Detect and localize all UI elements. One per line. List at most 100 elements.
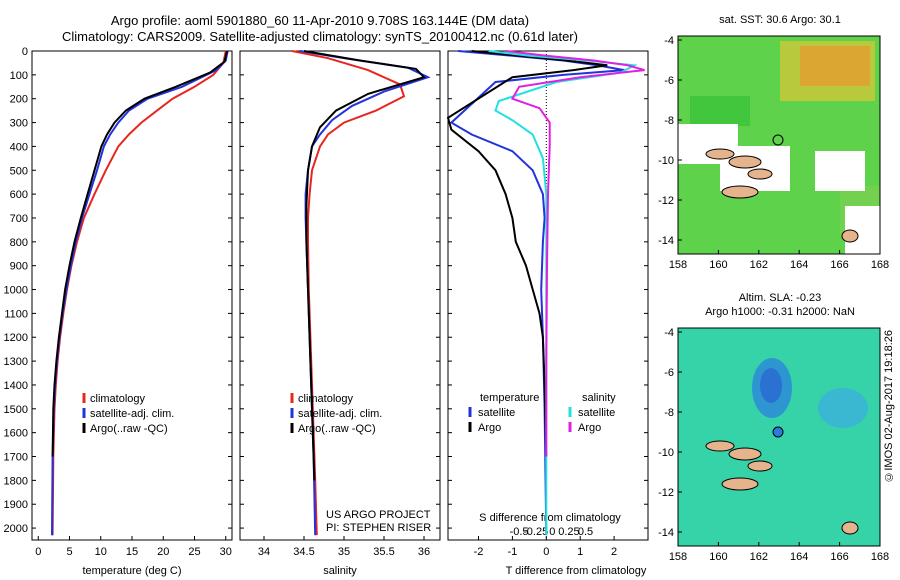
- map-x-tick-label: 162: [750, 259, 768, 271]
- top-axis-label: S difference from climatology: [479, 512, 621, 524]
- map-x-tick-label: 164: [790, 551, 808, 563]
- sst-patch: [690, 96, 750, 126]
- map-y-tick-label: -4: [664, 327, 674, 339]
- x-tick-label: 34: [258, 546, 270, 558]
- x-tick-label: 1: [577, 546, 583, 558]
- sst-map-title: sat. SST: 30.6 Argo: 30.1: [719, 14, 841, 26]
- masked-area: [815, 151, 865, 191]
- sla-map-frame: [677, 327, 881, 547]
- x-axis-label: T difference from climatology: [506, 565, 647, 577]
- depth-tick-label: 1400: [4, 380, 28, 392]
- x-tick-label: 0: [543, 546, 549, 558]
- series-line: [505, 50, 645, 457]
- island: [747, 168, 773, 180]
- plot-title: Argo profile: aoml 5901880_60 11-Apr-201…: [110, 13, 530, 28]
- argo-location-marker: [772, 426, 784, 438]
- credit-stamp: ©IMOS 02-Aug-2017 19:18:26: [883, 330, 895, 483]
- depth-tick-label: 300: [10, 118, 28, 130]
- map-y-tick-label: -12: [658, 195, 674, 207]
- depth-tick-label: 1000: [4, 285, 28, 297]
- island: [728, 155, 762, 169]
- depth-tick-label: 1900: [4, 499, 28, 511]
- x-tick-label: 5: [66, 546, 72, 558]
- depth-tick-label: 1600: [4, 428, 28, 440]
- depth-tick-label: 1200: [4, 332, 28, 344]
- map-x-tick-label: 164: [790, 259, 808, 271]
- x-tick-label: 35: [338, 546, 350, 558]
- series-line: [51, 50, 228, 457]
- map-y-tick-label: -10: [658, 447, 674, 459]
- x-tick-label: 36: [418, 546, 430, 558]
- map-y-tick-label: -10: [658, 155, 674, 167]
- map-x-tick-label: 158: [669, 551, 687, 563]
- map-y-tick-label: -14: [658, 235, 674, 247]
- map-y-tick-label: -6: [664, 367, 674, 379]
- top-tick-label: 0: [549, 526, 555, 538]
- x-tick-label: 25: [188, 546, 200, 558]
- island: [841, 521, 859, 535]
- series-line: [446, 50, 608, 457]
- depth-tick-label: 100: [10, 70, 28, 82]
- x-tick-label: 35.5: [373, 546, 394, 558]
- argo-location-marker: [772, 134, 784, 146]
- legend-label: climatology: [298, 393, 354, 405]
- island: [721, 185, 759, 199]
- map-y-tick-label: -4: [664, 35, 674, 47]
- depth-tick-label: 2000: [4, 523, 28, 535]
- panel-frame-differences: [447, 50, 649, 541]
- map-x-tick-label: 160: [709, 551, 727, 563]
- depth-tick-label: 600: [10, 189, 28, 201]
- x-tick-label: 15: [126, 546, 138, 558]
- x-tick-label: 30: [220, 546, 232, 558]
- legend-label: satellite: [478, 407, 515, 419]
- map-x-tick-label: 162: [750, 551, 768, 563]
- depth-tick-label: 200: [10, 94, 28, 106]
- map-y-tick-label: -12: [658, 487, 674, 499]
- island: [705, 148, 735, 160]
- map-y-tick-label: -8: [664, 407, 674, 419]
- legend-label: Argo: [478, 422, 501, 434]
- top-tick-label: 0.25: [558, 526, 579, 538]
- legend-label: satellite: [578, 407, 615, 419]
- legend-label: Argo(..raw -QC): [90, 423, 168, 435]
- legend-title: temperature: [480, 392, 539, 404]
- map-x-tick-label: 168: [871, 259, 889, 271]
- legend-title: salinity: [582, 392, 616, 404]
- depth-tick-label: 800: [10, 237, 28, 249]
- depth-tick-label: 700: [10, 213, 28, 225]
- island: [721, 477, 759, 491]
- map-y-tick-label: -14: [658, 527, 674, 539]
- panel-frame-salinity: [239, 50, 441, 541]
- legend-label: satellite-adj. clim.: [298, 408, 382, 420]
- sla-anomaly: [760, 368, 782, 403]
- map-y-tick-label: -6: [664, 75, 674, 87]
- depth-tick-label: 500: [10, 165, 28, 177]
- top-tick-label: 0.5: [578, 526, 593, 538]
- annotation: PI: STEPHEN RISER: [326, 522, 431, 534]
- panel-frame-temperature: [31, 50, 233, 541]
- legend-label: Argo: [578, 422, 601, 434]
- island: [728, 447, 762, 461]
- map-x-tick-label: 160: [709, 259, 727, 271]
- depth-tick-label: 1800: [4, 475, 28, 487]
- map-x-tick-label: 158: [669, 259, 687, 271]
- sst-map-frame: [677, 35, 881, 255]
- x-axis-label: temperature (deg C): [82, 565, 181, 577]
- island: [747, 460, 773, 472]
- map-y-tick-label: -8: [664, 115, 674, 127]
- plot-subtitle: Climatology: CARS2009. Satellite-adjuste…: [62, 29, 578, 44]
- depth-tick-label: 1500: [4, 404, 28, 416]
- island: [841, 229, 859, 243]
- top-tick-label: -0.5: [510, 526, 529, 538]
- x-tick-label: 10: [95, 546, 107, 558]
- depth-tick-label: 1100: [4, 308, 28, 320]
- series-line: [303, 50, 426, 481]
- map-x-tick-label: 166: [830, 259, 848, 271]
- x-tick-label: -2: [474, 546, 484, 558]
- sst-patch: [800, 46, 870, 86]
- annotation: US ARGO PROJECT: [326, 509, 431, 521]
- series-line: [449, 50, 625, 536]
- legend-label: climatology: [90, 393, 146, 405]
- sla-anomaly: [818, 388, 868, 428]
